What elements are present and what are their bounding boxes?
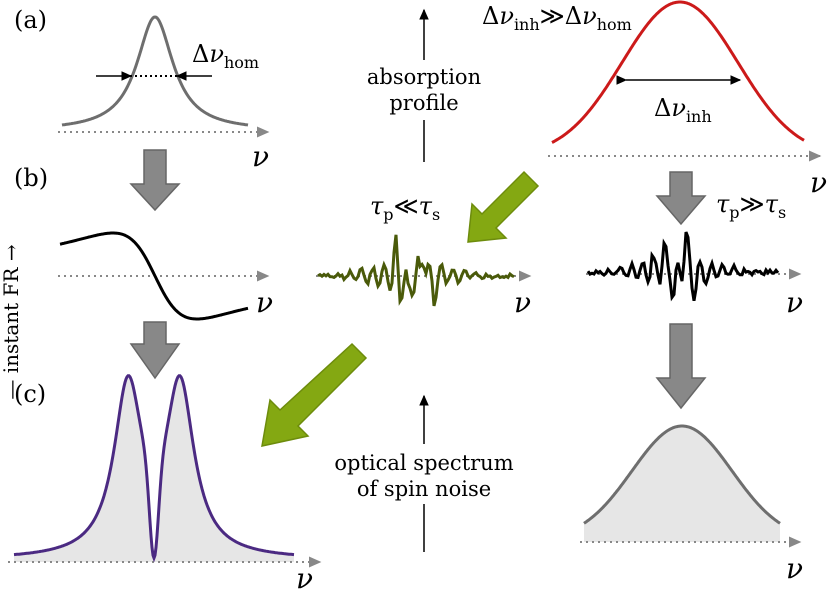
tau-p-much-less-tau-s-label: τp≪τs <box>370 192 440 224</box>
inhomogeneous-absorption-curve <box>551 0 805 144</box>
gray-arrow-right-bottom <box>655 323 707 410</box>
inh-much-greater-hom-label: Δνinh≫Δνhom <box>482 2 632 34</box>
black-spin-noise-trace <box>586 231 780 302</box>
gaussian-noise-spectrum-curve <box>583 424 781 525</box>
panel-label-b: (b) <box>14 164 48 192</box>
green-arrow-to-middle-noise <box>467 170 540 243</box>
homogeneous-absorption-curve <box>61 15 249 127</box>
spin-noise-spectrum-curve <box>13 374 295 563</box>
gray-arrow-a-to-b <box>129 149 181 212</box>
gray-arrow-right-top <box>655 171 707 226</box>
nu-axis-label-a: ν <box>252 140 269 173</box>
absorption-profile-label-line1: absorption <box>367 65 481 89</box>
panel-label-a: (a) <box>14 6 47 34</box>
delta-nu-hom-label: Δνhom <box>192 40 259 72</box>
spin-noise-spectrum-fill <box>14 375 294 562</box>
gray-arrow-b-to-c <box>129 321 181 380</box>
nu-axis-label-right-top: ν <box>810 166 827 199</box>
delta-nu-inh-label: Δνinh <box>654 94 712 126</box>
nu-axis-label-c: ν <box>296 562 313 592</box>
instant-fr-label: — instant FR → <box>0 244 23 399</box>
nu-axis-label-right-bottom: ν <box>786 552 803 585</box>
gaussian-noise-spectrum-fill <box>584 426 780 542</box>
panel-label-c: (c) <box>14 380 46 408</box>
green-arrow-to-panel-c <box>261 342 368 447</box>
optical-spectrum-label-line1: optical spectrum <box>334 451 513 475</box>
optical-spectrum-label-line2: of spin noise <box>357 477 491 501</box>
absorption-profile-label-line2: profile <box>389 91 458 115</box>
faraday-rotation-dispersion-curve <box>59 231 249 321</box>
nu-axis-label-middle: ν <box>514 286 531 319</box>
nu-axis-label-b: ν <box>256 286 273 319</box>
olive-spin-noise-trace <box>317 234 515 307</box>
tau-p-much-greater-tau-s-label: τp≫τs <box>716 190 786 222</box>
nu-axis-label-right-middle: ν <box>786 286 803 319</box>
